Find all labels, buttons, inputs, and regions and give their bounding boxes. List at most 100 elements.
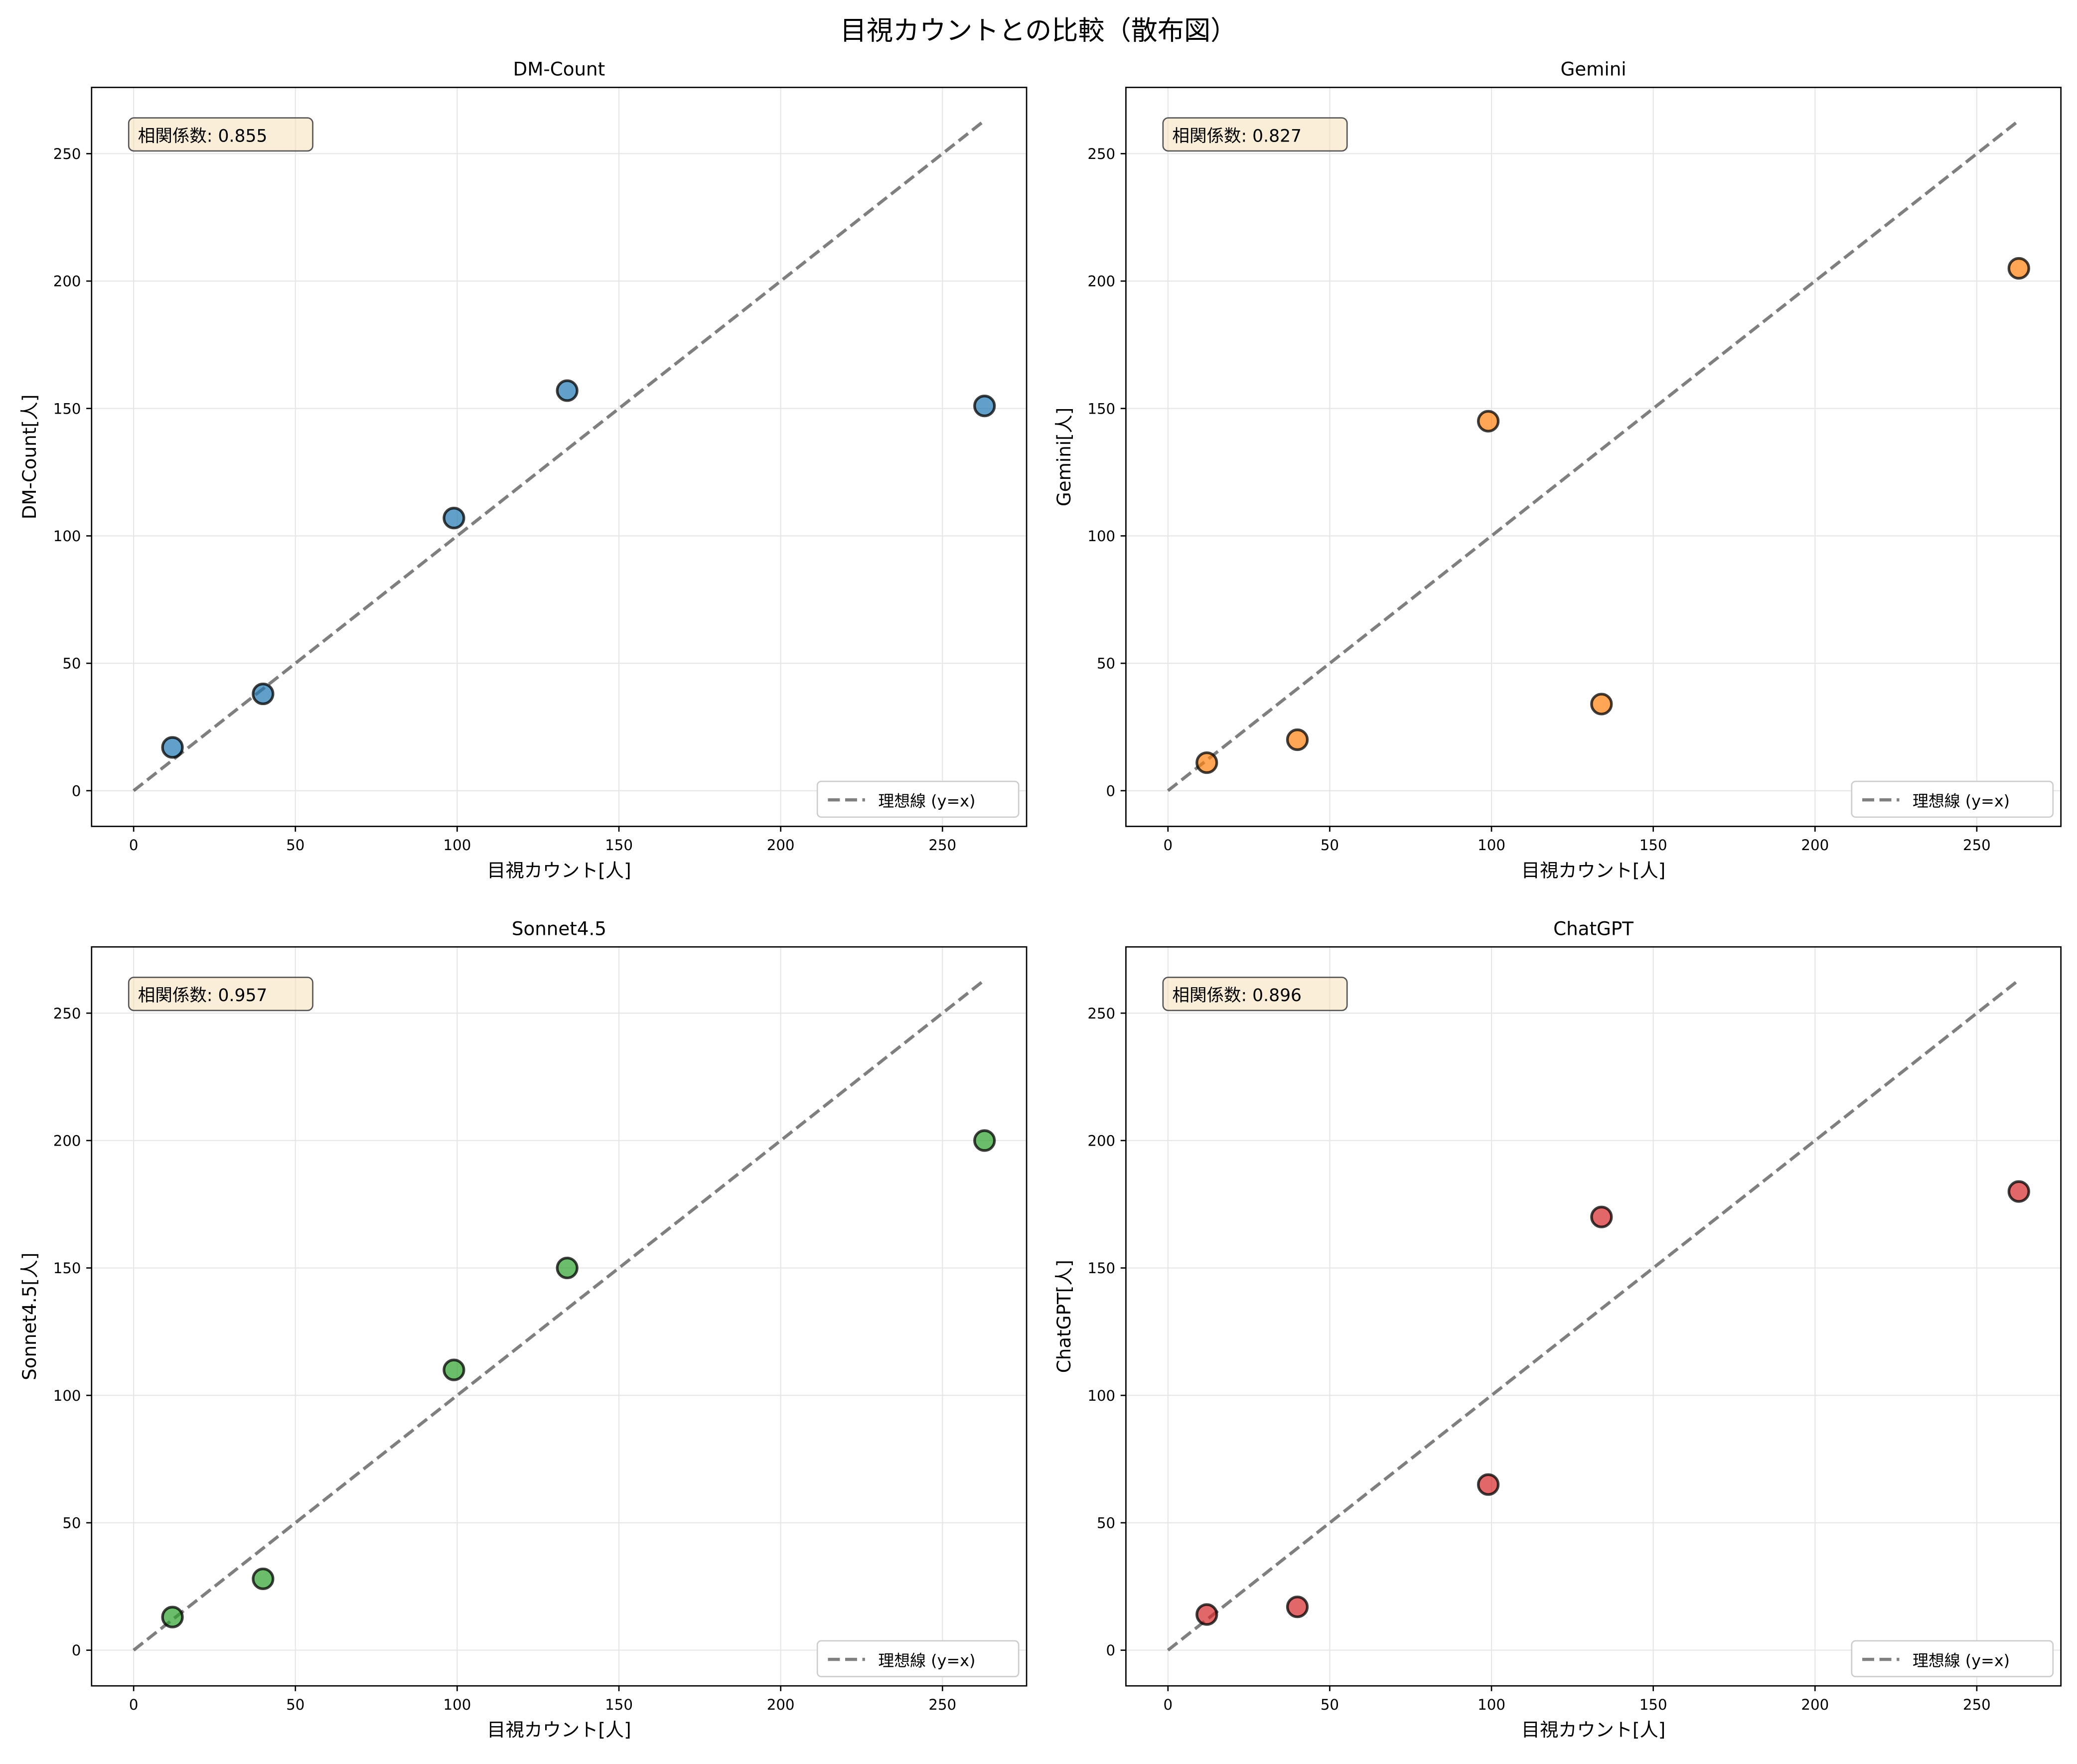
y-tick-label: 250 xyxy=(53,146,81,162)
legend-box xyxy=(1851,780,2054,818)
correlation-label: 相関係数: 0.827 xyxy=(1172,126,1302,146)
x-tick-label: 150 xyxy=(605,1696,633,1713)
x-tick-label: 50 xyxy=(286,1696,304,1713)
correlation-label: 相関係数: 0.957 xyxy=(138,986,268,1006)
x-tick-label: 200 xyxy=(767,1696,795,1713)
y-tick-label: 150 xyxy=(53,1260,81,1277)
x-tick-label: 250 xyxy=(928,837,956,854)
y-tick-label: 200 xyxy=(53,273,81,290)
y-axis-label: DM-Count[人] xyxy=(18,395,40,520)
y-tick-label: 200 xyxy=(1087,1132,1115,1149)
subplot-dm-count: 0 50 100 150 200 250 0 50 100 150 200 250 DM-Count 目視… xyxy=(18,58,1028,881)
y-tick-label: 0 xyxy=(72,782,81,799)
figure-title: 目視カウントとの比較（散布図） xyxy=(840,15,1237,46)
y-axis-label: Sonnet4.5[人] xyxy=(18,1253,40,1380)
x-axis-label: 目視カウント[人] xyxy=(1521,859,1665,881)
correlation-box xyxy=(128,117,313,152)
x-tick-label: 200 xyxy=(1801,1696,1829,1713)
axes-frame xyxy=(1125,87,2062,827)
x-tick-label: 50 xyxy=(286,837,304,854)
y-tick-label: 100 xyxy=(53,1387,81,1404)
x-tick-label: 0 xyxy=(1164,837,1173,854)
y-tick-label: 50 xyxy=(62,1515,81,1532)
x-tick-label: 100 xyxy=(444,837,471,854)
subplot-gemini: 0 50 100 150 200 250 0 50 100 150 200 250 Gemini 目視カウ… xyxy=(1053,58,2062,881)
x-tick-label: 100 xyxy=(444,1696,471,1713)
data-point xyxy=(1195,751,1218,774)
x-tick-label: 0 xyxy=(129,837,139,854)
x-axis-label: 目視カウント[人] xyxy=(487,1719,631,1741)
x-tick-label: 50 xyxy=(1321,837,1339,854)
x-tick-label: 250 xyxy=(1963,1696,1991,1713)
ideal-line xyxy=(133,979,986,1652)
correlation-box xyxy=(1162,117,1348,152)
ideal-line xyxy=(1167,979,2020,1652)
y-tick-label: 250 xyxy=(1087,146,1115,162)
legend-label: 理想線 (y=x) xyxy=(878,1651,975,1670)
data-point xyxy=(973,395,996,418)
x-tick-label: 200 xyxy=(1801,837,1829,854)
ideal-line xyxy=(133,119,986,792)
correlation-box xyxy=(1162,977,1348,1012)
data-point xyxy=(252,1567,275,1591)
y-axis-label: ChatGPT[人] xyxy=(1053,1260,1075,1373)
x-tick-label: 200 xyxy=(767,837,795,854)
x-tick-label: 100 xyxy=(1478,837,1505,854)
data-point xyxy=(2007,257,2030,280)
y-tick-label: 250 xyxy=(53,1005,81,1022)
legend-box xyxy=(816,780,1020,818)
x-tick-label: 150 xyxy=(1639,1696,1667,1713)
data-point xyxy=(252,682,275,706)
y-tick-label: 200 xyxy=(1087,273,1115,290)
x-tick-label: 250 xyxy=(1963,837,1991,854)
subplot-sonnet4.5: 0 50 100 150 200 250 0 50 100 150 200 250 Sonnet4.5 目… xyxy=(18,917,1028,1741)
data-point xyxy=(161,736,184,759)
y-tick-label: 150 xyxy=(1087,400,1115,417)
axes-frame xyxy=(91,87,1028,827)
data-point xyxy=(1286,1596,1309,1618)
y-tick-label: 50 xyxy=(1097,655,1115,672)
x-axis-label: 目視カウント[人] xyxy=(1521,1719,1665,1741)
subplot-title: Sonnet4.5 xyxy=(512,917,606,939)
x-tick-label: 50 xyxy=(1321,1696,1339,1713)
x-tick-label: 150 xyxy=(1639,837,1667,854)
x-tick-label: 0 xyxy=(1164,1696,1173,1713)
subplot-chatgpt: 0 50 100 150 200 250 0 50 100 150 200 250 ChatGPT 目視カ… xyxy=(1053,917,2062,1741)
y-tick-label: 0 xyxy=(72,1642,81,1659)
x-tick-label: 150 xyxy=(605,837,633,854)
x-tick-label: 250 xyxy=(928,1696,956,1713)
data-point xyxy=(556,1256,579,1280)
x-axis-label: 目視カウント[人] xyxy=(487,859,631,881)
y-tick-label: 100 xyxy=(1087,1387,1115,1404)
subplot-title: ChatGPT xyxy=(1553,917,1633,939)
correlation-label: 相関係数: 0.855 xyxy=(138,126,268,146)
data-point xyxy=(1286,728,1309,751)
y-tick-label: 50 xyxy=(1097,1515,1115,1532)
y-tick-label: 50 xyxy=(62,655,81,672)
y-tick-label: 150 xyxy=(1087,1260,1115,1277)
x-tick-label: 100 xyxy=(1478,1696,1505,1713)
x-tick-label: 0 xyxy=(129,1696,139,1713)
data-point xyxy=(2007,1180,2030,1203)
legend-box xyxy=(1851,1640,2054,1677)
ideal-line xyxy=(1167,119,2020,792)
data-point xyxy=(1590,693,1613,716)
legend-label: 理想線 (y=x) xyxy=(878,792,975,811)
data-point xyxy=(973,1129,996,1152)
data-point xyxy=(1477,1473,1500,1496)
data-point xyxy=(443,507,465,530)
y-tick-label: 250 xyxy=(1087,1005,1115,1022)
subplot-title: Gemini xyxy=(1560,58,1626,80)
data-point xyxy=(1477,410,1500,433)
y-tick-label: 0 xyxy=(1106,1642,1116,1659)
data-point xyxy=(1590,1205,1613,1228)
axes-frame xyxy=(1125,946,2062,1687)
y-axis-label: Gemini[人] xyxy=(1053,408,1075,506)
data-point xyxy=(556,379,579,402)
y-tick-label: 150 xyxy=(53,400,81,417)
correlation-label: 相関係数: 0.896 xyxy=(1172,986,1302,1006)
data-point xyxy=(1195,1603,1218,1626)
axes-frame xyxy=(91,946,1028,1687)
correlation-box xyxy=(128,977,313,1012)
